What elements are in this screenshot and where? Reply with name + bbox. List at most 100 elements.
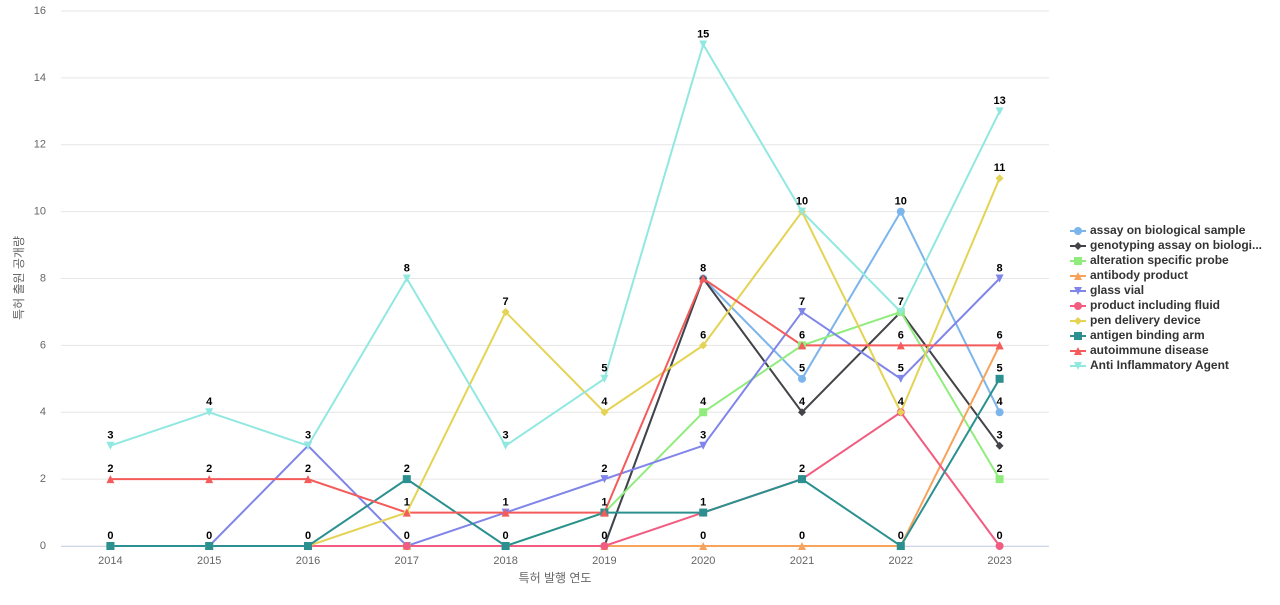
data-label: 0 [898,530,904,542]
marker [600,408,609,417]
marker [1074,242,1082,250]
marker [205,408,214,417]
data-label: 0 [601,530,607,542]
data-label: 1 [503,496,509,508]
x-tick-label: 2020 [691,555,715,567]
marker [501,542,510,550]
data-label: 0 [997,530,1003,542]
legend-label: antigen binding arm [1090,328,1205,342]
marker [402,475,411,484]
legend-label: pen delivery device [1090,313,1201,327]
marker [798,542,806,550]
data-label: 3 [997,430,1003,442]
y-tick-label: 0 [40,540,46,552]
x-tick-label: 2019 [592,555,616,567]
legend-label: autoimmune disease [1090,343,1209,357]
marker [501,441,510,450]
marker [106,542,115,550]
marker [995,475,1004,484]
marker [1074,272,1082,280]
data-label: 1 [700,496,706,508]
y-tick-label: 6 [40,339,46,351]
y-tick-label: 10 [34,206,46,218]
data-label: 8 [404,262,410,274]
data-label: 7 [799,296,805,308]
x-tick-label: 2014 [98,555,122,567]
data-label: 0 [206,530,212,542]
marker [995,441,1004,450]
data-label: 0 [305,530,311,542]
marker [304,475,312,484]
series-line [110,378,1001,548]
marker [798,307,806,316]
marker [205,475,214,484]
marker [699,441,708,450]
marker [995,274,1004,283]
data-label: 6 [799,329,805,341]
marker [699,508,708,517]
data-label: 2 [997,463,1003,475]
x-tick-label: 2018 [493,555,517,567]
y-axis-title: 특허 출원 공개량 [12,236,26,320]
data-label: 5 [898,363,904,375]
marker [699,40,708,49]
marker [896,307,905,316]
series-line [110,177,1001,547]
marker [205,542,214,550]
marker [798,341,806,350]
x-tick-label: 2017 [395,555,419,567]
marker [402,508,411,517]
data-label: 2 [206,463,212,475]
x-tick-label: 2023 [987,555,1011,567]
marker [798,408,806,417]
x-tick-label: 2015 [197,555,221,567]
y-tick-label: 4 [40,406,46,418]
marker [1074,347,1082,355]
data-label: 4 [799,396,806,408]
data-label: 0 [799,530,805,542]
marker [402,542,411,550]
y-tick-label: 2 [40,473,46,485]
series-line [110,41,1001,448]
data-label: 4 [601,396,608,408]
series-line [110,276,1000,514]
legend-label: alteration specific probe [1090,253,1229,267]
legend-label: glass vial [1090,283,1144,297]
x-axis-title: 특허 발행 연도 [519,570,592,585]
data-label: 11 [994,162,1006,174]
data-label: 2 [107,463,113,475]
data-label: 6 [898,329,904,341]
marker [106,441,115,450]
marker [304,441,312,450]
marker [995,542,1004,550]
data-label: 7 [898,296,904,308]
marker [798,475,806,484]
data-label: 10 [895,196,907,208]
data-label: 10 [796,196,808,208]
data-label: 3 [305,430,311,442]
marker [1074,227,1082,235]
data-label: 6 [997,329,1003,341]
marker [600,475,609,484]
data-label: 3 [700,430,706,442]
marker [798,207,806,216]
x-tick-label: 2016 [296,555,320,567]
legend-label: antibody product [1090,268,1188,282]
marker [1074,302,1082,310]
data-label: 2 [601,463,607,475]
marker [402,274,411,283]
y-tick-label: 12 [34,139,46,151]
data-label: 0 [503,530,509,542]
data-label: 8 [997,262,1003,274]
legend-label: genotyping assay on biologi... [1090,238,1262,252]
data-label: 3 [107,430,113,442]
marker [995,374,1004,383]
data-label: 5 [997,363,1003,375]
marker [995,174,1004,183]
data-label: 13 [993,95,1005,107]
data-label: 4 [700,396,707,408]
data-label: 15 [697,28,709,40]
x-tick-label: 2022 [889,555,913,567]
marker [1074,332,1082,340]
